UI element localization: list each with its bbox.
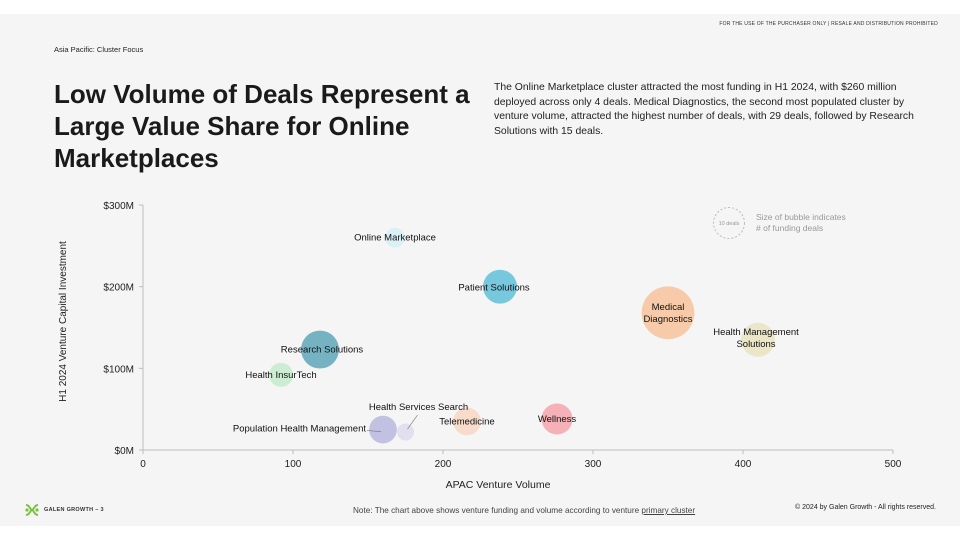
footer-note: Note: The chart above shows venture fund… bbox=[353, 506, 695, 515]
bubble-label: Patient Solutions bbox=[458, 283, 530, 294]
footer-note-link[interactable]: primary cluster bbox=[641, 506, 696, 515]
x-tick-label: 200 bbox=[435, 459, 452, 470]
bubble bbox=[453, 407, 481, 436]
leader-line bbox=[366, 430, 382, 432]
x-tick-label: 400 bbox=[735, 459, 752, 470]
galen-growth-logo-icon bbox=[25, 504, 39, 516]
x-tick-label: 500 bbox=[885, 459, 902, 470]
disclaimer: FOR THE USE OF THE PURCHASER ONLY | RESA… bbox=[719, 21, 938, 27]
footer-note-text: Note: The chart above shows venture fund… bbox=[353, 506, 642, 515]
legend-text-line1: Size of bubble indicates bbox=[756, 212, 846, 222]
y-tick-label: $100M bbox=[103, 364, 134, 375]
bubble-label: Health Management Solutions bbox=[713, 327, 799, 350]
bubble bbox=[641, 286, 695, 340]
y-tick-label: $0M bbox=[115, 446, 134, 457]
y-axis-label: H1 2024 Venture Capital Investment bbox=[58, 241, 69, 402]
bubble-label: Telemedicine bbox=[439, 416, 494, 427]
bubble-label: Medical Diagnostics bbox=[643, 302, 692, 325]
bubble bbox=[385, 227, 405, 248]
bubble-label: Online Marketplace bbox=[354, 233, 436, 244]
legend-bubble bbox=[713, 207, 745, 239]
summary-text: The Online Marketplace cluster attracted… bbox=[494, 82, 914, 137]
legend-bubble-label: 10 deals bbox=[719, 221, 740, 227]
x-tick-label: 0 bbox=[140, 459, 146, 470]
x-tick-label: 100 bbox=[285, 459, 302, 470]
bubble-label: Population Health Management bbox=[233, 424, 366, 435]
page-title: Low Volume of Deals Represent a Large Va… bbox=[54, 79, 470, 173]
bubble-label: Research Solutions bbox=[281, 345, 364, 356]
bubble-label: Health Services Search bbox=[369, 402, 468, 413]
copyright: © 2024 by Galen Growth - All rights rese… bbox=[795, 504, 936, 511]
bubble bbox=[397, 423, 414, 441]
brand-text: GALEN GROWTH – 3 bbox=[44, 507, 104, 513]
y-tick-label: $200M bbox=[103, 283, 134, 294]
legend-text-line2: # of funding deals bbox=[756, 223, 823, 233]
bottom-margin bbox=[0, 526, 960, 540]
bubble bbox=[483, 269, 517, 304]
bubble bbox=[268, 362, 294, 387]
bubble bbox=[369, 415, 397, 444]
bubble-label: Wellness bbox=[538, 414, 577, 425]
leader-line bbox=[407, 414, 418, 430]
x-axis-label: APAC Venture Volume bbox=[446, 479, 551, 491]
bubble bbox=[541, 403, 573, 435]
bubble bbox=[301, 330, 339, 369]
section-label: Asia Pacific: Cluster Focus bbox=[54, 45, 144, 54]
top-margin bbox=[0, 0, 960, 14]
bubble-label: Health InsurTech bbox=[245, 370, 316, 381]
brand: GALEN GROWTH – 3 bbox=[24, 502, 104, 518]
y-tick-label: $300M bbox=[103, 201, 134, 212]
bubble bbox=[741, 322, 775, 357]
x-tick-label: 300 bbox=[585, 459, 602, 470]
